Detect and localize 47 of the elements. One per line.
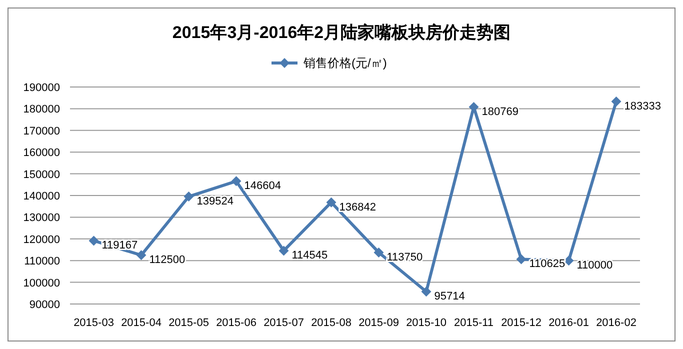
point [88,236,99,246]
y-tick-label: 90000 [29,299,60,311]
x-tick-label: 2015-12 [501,317,542,329]
data-label: 113750 [386,251,423,264]
y-tick-label: 120000 [23,234,60,246]
point [278,246,289,256]
x-tick-label: 2015-10 [406,317,446,329]
chart-title: 2015年3月-2016年2月陆家嘴板块房价走势图 [172,23,511,42]
y-tick-label: 150000 [23,168,60,181]
x-tick-label: 2015-06 [216,317,256,329]
point [421,286,432,297]
data-label: 110625 [529,258,566,270]
y-tick-label: 100000 [23,277,60,290]
x-tick-label: 2015-07 [264,317,304,329]
y-tick-label: 180000 [23,104,60,116]
point [564,256,574,266]
data-label: 180769 [482,106,518,118]
point [136,250,146,260]
x-tick-label: 2015-05 [168,317,209,329]
data-label: 146604 [244,180,281,192]
y-tick-label: 110000 [24,256,60,268]
x-tick-label: 2015-11 [454,317,494,329]
point [184,192,194,202]
x-tick-label: 2015-03 [74,317,114,329]
point [326,197,336,208]
point [611,96,622,106]
x-tick-label: 2015-04 [121,317,162,329]
y-tick-label: 140000 [23,190,60,202]
data-label: 95714 [434,290,465,303]
data-label: 139524 [196,196,234,208]
data-label: 114545 [292,250,328,262]
data-label: 183333 [624,100,661,112]
point [516,254,526,264]
x-tick-label: 2016-01 [548,317,589,329]
x-tick-label: 2015-08 [311,317,352,329]
y-tick-label: 130000 [23,212,60,224]
y-tick-label: 170000 [23,125,60,138]
x-tick-label: 2015-09 [358,317,399,329]
legend-label: 销售价格(元/㎡) [302,56,387,70]
point [231,176,242,186]
point [374,247,384,258]
y-tick-label: 160000 [23,147,60,160]
data-label: 110000 [576,260,613,272]
data-label: 112500 [149,254,186,266]
data-label: 136842 [339,201,376,214]
y-tick-label: 190000 [23,82,60,94]
x-tick-label: 2016-02 [596,317,636,329]
